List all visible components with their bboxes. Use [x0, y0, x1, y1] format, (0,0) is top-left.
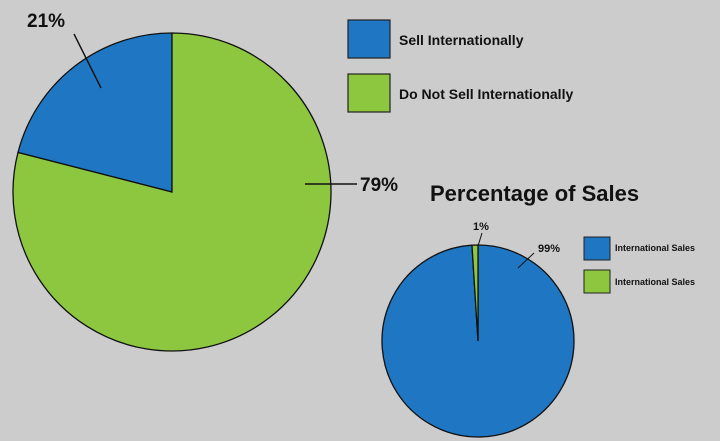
legend-2-swatch-2: [583, 269, 611, 294]
legend-2-label-2: International Sales: [615, 277, 695, 287]
legend-1-swatch-1: [347, 19, 391, 59]
leader-line-1-slice-1: [73, 33, 102, 89]
pie-chart-2: [381, 244, 575, 438]
pie-chart-1: [12, 32, 332, 352]
legend-1-swatch-2: [347, 73, 391, 113]
legend-1-label-2: Do Not Sell Internationally: [399, 86, 573, 102]
data-label-1-slice-1: 21%: [27, 11, 65, 32]
pie-1-slice-2: [12, 32, 332, 352]
leader-line-2-slice-2: [477, 232, 483, 247]
data-label-2-slice-2: 1%: [473, 221, 489, 233]
data-label-1-slice-2: 79%: [360, 175, 398, 196]
legend-2-label-1: International Sales: [615, 243, 695, 253]
legend-2-swatch-1: [583, 236, 611, 261]
leader-line-2-slice-1: [517, 252, 535, 269]
data-label-2-slice-1: 99%: [538, 243, 560, 255]
chart-2-title: Percentage of Sales: [430, 181, 639, 206]
pie-1-slice-1: [17, 32, 173, 193]
legend-1-label-1: Sell Internationally: [399, 32, 524, 48]
